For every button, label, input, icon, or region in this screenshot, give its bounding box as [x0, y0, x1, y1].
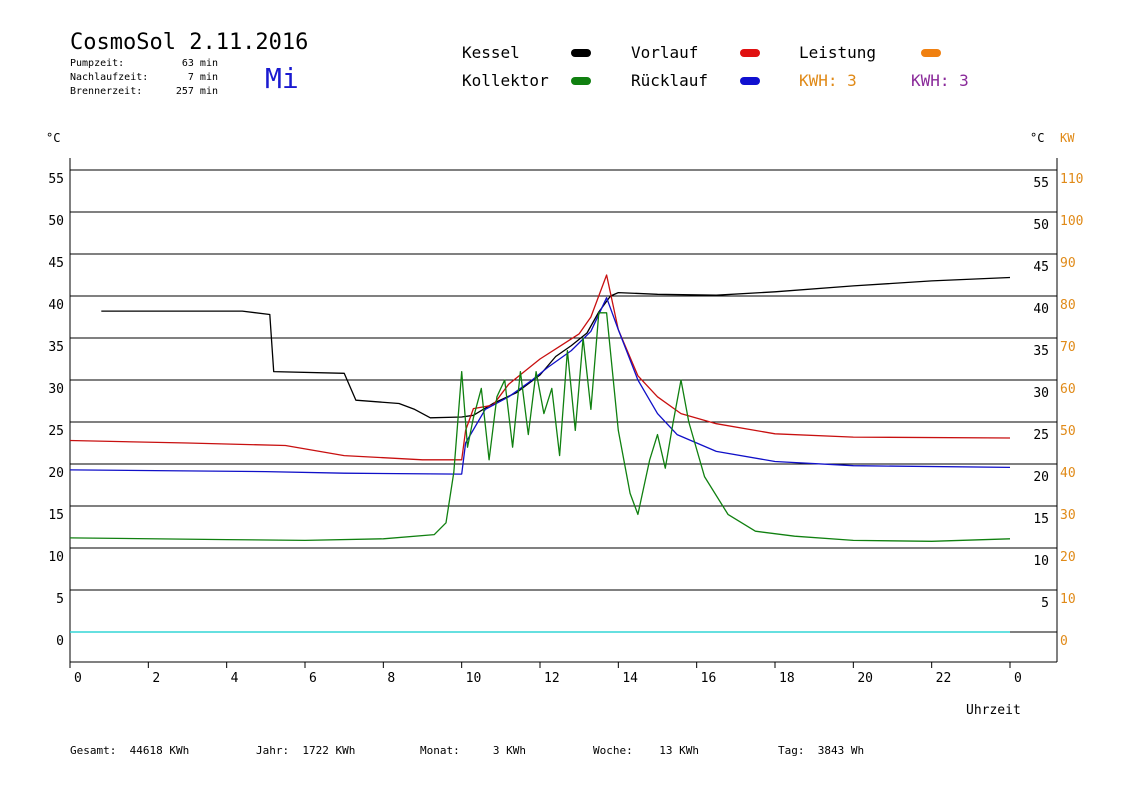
x-tick-7: 14	[622, 671, 638, 686]
y-tick-left-15: 15	[48, 508, 64, 523]
y-tick-right-50: 50	[1033, 218, 1049, 233]
kw-tick-90: 90	[1060, 256, 1076, 271]
kw-tick-80: 80	[1060, 298, 1076, 313]
kw-tick-70: 70	[1060, 340, 1076, 355]
footer-jahr: Jahr: 1722 KWh	[256, 744, 356, 757]
y-tick-right-55: 55	[1033, 176, 1049, 191]
footer-tag: Tag: 3843 Wh	[778, 744, 865, 757]
y-tick-left-45: 45	[48, 256, 64, 271]
right-tick-labels: 5 10 15 20 25 30 35 40 45 50 55	[1033, 176, 1049, 611]
kw-tick-100: 100	[1060, 214, 1083, 229]
y-axis-unit-right-c: °C	[1030, 131, 1044, 145]
left-tick-labels: 0 5 10 15 20 25 30 35 40 45 50 55	[48, 172, 64, 649]
x-tick-6: 12	[544, 671, 560, 686]
y-tick-right-40: 40	[1033, 302, 1049, 317]
y-tick-left-10: 10	[48, 550, 64, 565]
stat-brennerzeit-value: 257 min	[175, 86, 218, 97]
footer-gesamt: Gesamt: 44618 KWh	[70, 744, 190, 757]
x-tick-3: 6	[309, 671, 317, 686]
stat-pumpzeit-label: Pumpzeit:	[70, 58, 125, 69]
footer-woche: Woche: 13 KWh	[593, 744, 699, 757]
legend-leistung-label: Leistung	[799, 43, 877, 62]
y-tick-right-45: 45	[1033, 260, 1049, 275]
y-axis-unit-left: °C	[46, 131, 60, 145]
footer-monat: Monat: 3 KWh	[420, 744, 526, 757]
x-tick-labels: 0 2 4 6 8 10 12 14 16 18 20 22 0	[74, 671, 1022, 686]
y-tick-right-10: 10	[1033, 554, 1049, 569]
legend-kwh-orange: KWH: 3	[799, 71, 857, 90]
y-tick-left-5: 5	[56, 592, 64, 607]
axes	[69, 158, 1058, 668]
y-axis-unit-right-kw: KW	[1060, 131, 1075, 145]
series-line-kessel	[101, 276, 1011, 419]
stat-nachlaufzeit-value: 7 min	[187, 72, 218, 83]
y-tick-right-35: 35	[1033, 344, 1049, 359]
weekday-label: Mi	[265, 62, 299, 95]
series-line-ruecklauf	[69, 297, 1011, 475]
legend-ruecklauf-label: Rücklauf	[631, 71, 709, 90]
x-tick-9: 18	[779, 671, 795, 686]
y-tick-right-5: 5	[1041, 596, 1049, 611]
y-tick-left-50: 50	[48, 214, 64, 229]
y-tick-left-0: 0	[56, 634, 64, 649]
series-lines	[69, 274, 1011, 542]
x-tick-12: 0	[1014, 671, 1022, 686]
legend-ruecklauf-swatch	[740, 77, 760, 85]
x-axis-label: Uhrzeit	[966, 703, 1021, 718]
legend-vorlauf-swatch	[740, 49, 760, 57]
stat-pumpzeit-value: 63 min	[181, 58, 218, 69]
y-tick-left-35: 35	[48, 340, 64, 355]
legend-kollektor-swatch	[571, 77, 591, 85]
legend-leistung-swatch	[921, 49, 941, 57]
kw-tick-0: 0	[1060, 634, 1068, 649]
y-tick-right-30: 30	[1033, 386, 1049, 401]
x-tick-8: 16	[701, 671, 717, 686]
stat-brennerzeit-label: Brennerzeit:	[70, 86, 143, 97]
y-tick-left-25: 25	[48, 424, 64, 439]
legend-kollektor-label: Kollektor	[462, 71, 549, 90]
x-tick-2: 4	[231, 671, 239, 686]
legend-kessel-swatch	[571, 49, 591, 57]
y-tick-right-15: 15	[1033, 512, 1049, 527]
x-tick-5: 10	[466, 671, 482, 686]
stat-nachlaufzeit-label: Nachlaufzeit:	[70, 72, 149, 83]
x-tick-0: 0	[74, 671, 82, 686]
kw-tick-110: 110	[1060, 172, 1083, 187]
legend-vorlauf-label: Vorlauf	[631, 43, 699, 62]
kw-tick-40: 40	[1060, 466, 1076, 481]
kw-tick-labels: 0 10 20 30 40 50 60 70 80 90 100 110	[1060, 172, 1083, 649]
kw-tick-60: 60	[1060, 382, 1076, 397]
x-tick-4: 8	[387, 671, 395, 686]
y-tick-left-40: 40	[48, 298, 64, 313]
x-tick-11: 22	[936, 671, 952, 686]
x-tick-10: 20	[857, 671, 873, 686]
y-tick-left-20: 20	[48, 466, 64, 481]
y-tick-left-55: 55	[48, 172, 64, 187]
page-title: CosmoSol 2.11.2016	[70, 30, 309, 55]
y-tick-right-25: 25	[1033, 428, 1049, 443]
y-tick-left-30: 30	[48, 382, 64, 397]
legend-kessel-label: Kessel	[462, 43, 520, 62]
kw-tick-10: 10	[1060, 592, 1076, 607]
x-tick-1: 2	[152, 671, 160, 686]
kw-tick-50: 50	[1060, 424, 1076, 439]
kw-tick-30: 30	[1060, 508, 1076, 523]
series-line-kollektor	[69, 312, 1011, 542]
kw-tick-20: 20	[1060, 550, 1076, 565]
series-line-vorlauf	[69, 274, 1011, 461]
grid-lines	[70, 169, 1057, 591]
y-tick-right-20: 20	[1033, 470, 1049, 485]
legend-kwh-purple: KWH: 3	[911, 71, 969, 90]
